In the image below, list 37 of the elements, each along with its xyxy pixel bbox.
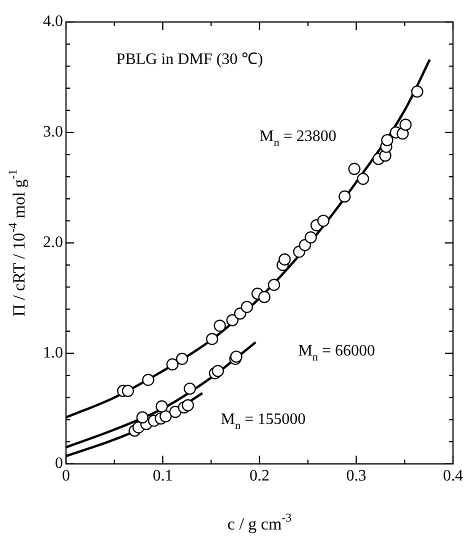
point <box>348 162 360 175</box>
point <box>184 382 196 395</box>
point <box>166 358 179 370</box>
point <box>206 332 218 346</box>
point <box>212 364 224 378</box>
x-tick-label: 0.3 <box>346 468 366 485</box>
point <box>268 278 280 291</box>
point <box>317 214 330 227</box>
point <box>214 320 226 332</box>
point <box>169 406 182 418</box>
y-tick-label: 4.0 <box>43 13 63 30</box>
x-tick-label: 0.1 <box>152 468 173 485</box>
point <box>136 411 149 424</box>
x-tick-label: 0.4 <box>443 468 463 485</box>
point <box>182 399 194 412</box>
point <box>122 384 134 398</box>
point <box>258 290 270 304</box>
y-tick-label: 1.0 <box>43 344 63 362</box>
point <box>278 253 291 266</box>
point <box>338 190 351 203</box>
annotation: PBLG in DMF (30 ℃) <box>116 50 263 68</box>
point <box>304 231 317 244</box>
point <box>356 172 370 185</box>
point <box>411 85 424 98</box>
point <box>381 134 394 146</box>
point <box>226 314 239 326</box>
y-tick-label: 3.0 <box>43 124 63 141</box>
y-tick-label: 0 <box>55 455 63 472</box>
point <box>160 410 172 422</box>
y-axis-title: Π / cRT / 10-4 mol g-1 <box>5 169 28 317</box>
point <box>156 400 168 412</box>
point <box>399 118 412 131</box>
x-tick-label: 0.2 <box>250 468 270 485</box>
y-tick-label: 2.0 <box>43 234 63 252</box>
point <box>240 300 254 314</box>
point <box>142 374 154 386</box>
point <box>176 352 188 365</box>
